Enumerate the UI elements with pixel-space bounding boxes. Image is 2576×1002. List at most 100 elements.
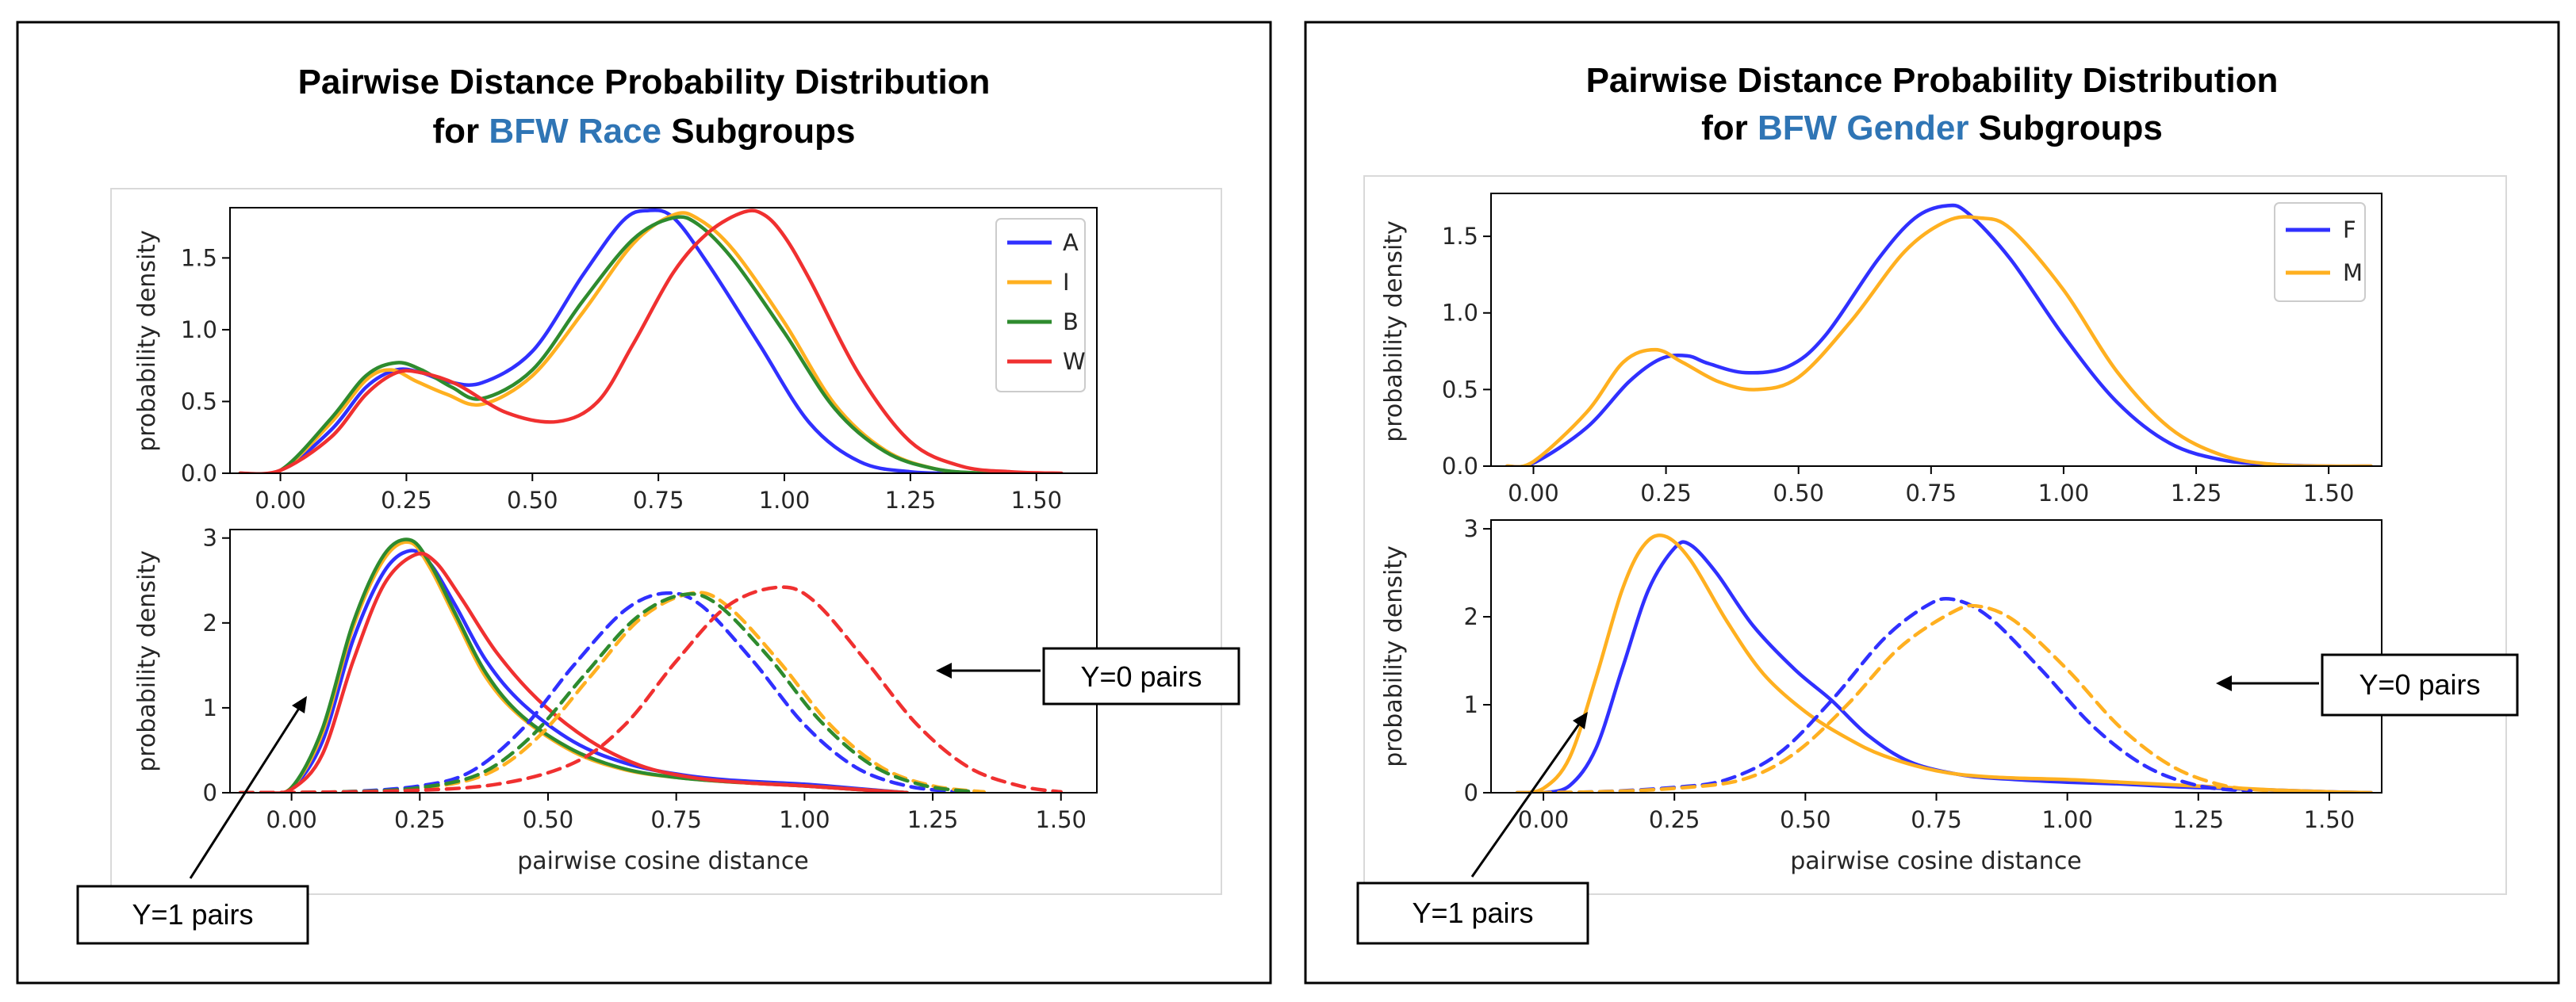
race-bottom-ytick-label: 1 <box>203 694 217 721</box>
gender-bottom-ylabel: probability density <box>1380 545 1408 767</box>
race-top-xtick-label: 1.25 <box>885 487 937 514</box>
gender-top-xtick-label: 0.00 <box>1508 480 1559 507</box>
race-top-xtick-label: 0.25 <box>381 487 432 514</box>
race-top-ytick-label: 0.5 <box>181 388 217 415</box>
gender-top-ytick-label: 0.5 <box>1442 376 1478 403</box>
legend-label-F: F <box>2343 216 2356 243</box>
race-bottom-xtick-label: 1.50 <box>1035 806 1087 833</box>
gender-callout-y0-box <box>2321 653 2519 717</box>
gender-legend-box <box>2274 202 2366 302</box>
gender-top-xtick-label: 0.50 <box>1773 480 1824 507</box>
race-top-ylabel: probability density <box>133 230 161 452</box>
race-bottom-xtick-label: 0.25 <box>394 806 446 833</box>
gender-top-axes-frame <box>1490 193 2382 467</box>
gender-bottom-xtick-label: 0.00 <box>1518 806 1570 833</box>
race-callout-y0-arrowhead <box>936 663 952 679</box>
race-top-xtick-label: 0.50 <box>507 487 558 514</box>
race-bottom-series-i-y-0 <box>238 591 986 793</box>
race-callout-y0-label: Y=0 pairs <box>1080 660 1202 693</box>
legend-label-I: I <box>1063 269 1070 296</box>
gender-figure-border <box>1363 175 2507 895</box>
gender-callout-y1-label: Y=1 pairs <box>1412 897 1533 929</box>
race-bottom-subplot: 0 1 2 3 0.00 0.25 0.50 0.75 1.00 1.25 1.50 probabi… <box>133 525 1098 875</box>
gender-bottom-xtick-label: 1.25 <box>2173 806 2225 833</box>
gender-title-accent: BFW Gender <box>1758 109 1968 147</box>
race-top-xtick-label: 1.50 <box>1010 487 1062 514</box>
gender-top-ytick-label: 1.0 <box>1442 300 1478 327</box>
gender-callout-y0: Y=0 pairs <box>2216 653 2519 717</box>
race-top-series-a <box>238 208 1014 473</box>
legend-label-W: W <box>1063 348 1086 375</box>
race-top-ytick-label: 1.0 <box>181 316 217 343</box>
race-title-line1: Pairwise Distance Probability Distributi… <box>298 63 991 101</box>
gender-bottom-xtick-label: 0.25 <box>1649 806 1700 833</box>
gender-callout-y1-box <box>1356 882 1589 945</box>
gender-bottom-ytick-label: 2 <box>1464 603 1478 630</box>
race-bottom-xtick-label: 0.50 <box>523 806 574 833</box>
gender-callout-y1-arrow <box>1470 722 1581 878</box>
race-top-ytick-label: 0.0 <box>181 460 217 487</box>
legend-label-B: B <box>1063 308 1079 335</box>
gender-callout-y1-arrowhead <box>1573 712 1588 729</box>
gender-legend: F M <box>2274 202 2366 302</box>
gender-xlabel: pairwise cosine distance <box>1790 847 2082 875</box>
gender-bottom-subplot: 0 1 2 3 0.00 0.25 0.50 0.75 1.00 1.25 1.50 probabi… <box>1380 515 2382 875</box>
race-bottom-ytick-label: 0 <box>203 779 217 806</box>
gender-panel-frame <box>1304 21 2560 985</box>
gender-callout-y0-label: Y=0 pairs <box>2359 668 2480 701</box>
race-top-xtick-label: 1.00 <box>759 487 811 514</box>
race-bottom-series-a-y-0 <box>238 591 960 793</box>
race-legend: A I B W <box>995 218 1086 392</box>
race-title-line2: for BFW Race Subgroups <box>433 112 856 151</box>
race-callout-y0-box <box>1042 647 1240 706</box>
gender-bottom-ytick-label: 0 <box>1464 779 1478 806</box>
race-top-subplot: 0.0 0.5 1.0 1.5 0.00 0.25 0.50 0.75 1.00 1.25 1.50… <box>133 207 1098 514</box>
race-title-accent: BFW Race <box>489 112 661 151</box>
race-top-ytick-label: 1.5 <box>181 244 217 271</box>
gender-callout-y1: Y=1 pairs <box>1356 712 1589 945</box>
gender-panel: Pairwise Distance Probability Distributi… <box>1304 21 2560 985</box>
race-bottom-ylabel: probability density <box>133 550 161 772</box>
race-figure-border <box>110 188 1222 895</box>
gender-bottom-ytick-label: 3 <box>1464 515 1478 542</box>
race-bottom-series-b-y-0 <box>238 591 976 793</box>
race-bottom-series-w-y-0 <box>238 585 1063 793</box>
gender-top-series-m <box>1505 215 2373 466</box>
legend-label-A: A <box>1063 229 1079 256</box>
gender-title-line1: Pairwise Distance Probability Distributi… <box>1586 61 2279 100</box>
race-bottom-xtick-label: 0.00 <box>266 806 317 833</box>
race-callout-y0: Y=0 pairs <box>936 647 1240 706</box>
gender-bottom-xtick-label: 1.50 <box>2304 806 2356 833</box>
race-bottom-ytick-label: 3 <box>203 525 217 552</box>
gender-top-series-f <box>1505 203 2373 466</box>
gender-top-xtick-label: 0.25 <box>1640 480 1692 507</box>
gender-top-ytick-label: 0.0 <box>1442 453 1478 480</box>
race-legend-box <box>995 218 1086 392</box>
gender-callout-y0-arrowhead <box>2216 675 2232 691</box>
legend-label-M: M <box>2343 259 2363 286</box>
race-top-xtick-label: 0.00 <box>255 487 306 514</box>
race-bottom-xtick-label: 1.00 <box>779 806 830 833</box>
race-callout-y1-box <box>76 885 309 945</box>
gender-top-xtick-label: 0.75 <box>1906 480 1957 507</box>
gender-title-line2: for BFW Gender Subgroups <box>1701 109 2163 147</box>
race-top-series-w <box>238 208 1064 473</box>
gender-top-subplot: 0.0 0.5 1.0 1.5 0.00 0.25 0.50 0.75 1.00 1.25 1.50… <box>1380 193 2382 507</box>
gender-top-xtick-label: 1.25 <box>2171 480 2222 507</box>
race-bottom-ytick-label: 2 <box>203 610 217 637</box>
gender-bottom-ytick-label: 1 <box>1464 691 1478 718</box>
race-bottom-xtick-label: 1.25 <box>907 806 959 833</box>
race-top-axes-frame <box>229 207 1098 474</box>
gender-top-ytick-label: 1.5 <box>1442 223 1478 250</box>
gender-bottom-series-m-y-0 <box>1515 603 2279 793</box>
race-top-xtick-label: 0.75 <box>633 487 684 514</box>
gender-top-xtick-label: 1.00 <box>2038 480 2090 507</box>
gender-top-xtick-label: 1.50 <box>2303 480 2355 507</box>
race-xlabel: pairwise cosine distance <box>517 847 809 875</box>
race-callout-y1: Y=1 pairs <box>76 696 309 945</box>
race-callout-y1-arrowhead <box>292 696 307 713</box>
gender-bottom-xtick-label: 0.75 <box>1911 806 1962 833</box>
race-bottom-series-w-y-1 <box>264 551 909 793</box>
gender-bottom-xtick-label: 0.50 <box>1780 806 1831 833</box>
